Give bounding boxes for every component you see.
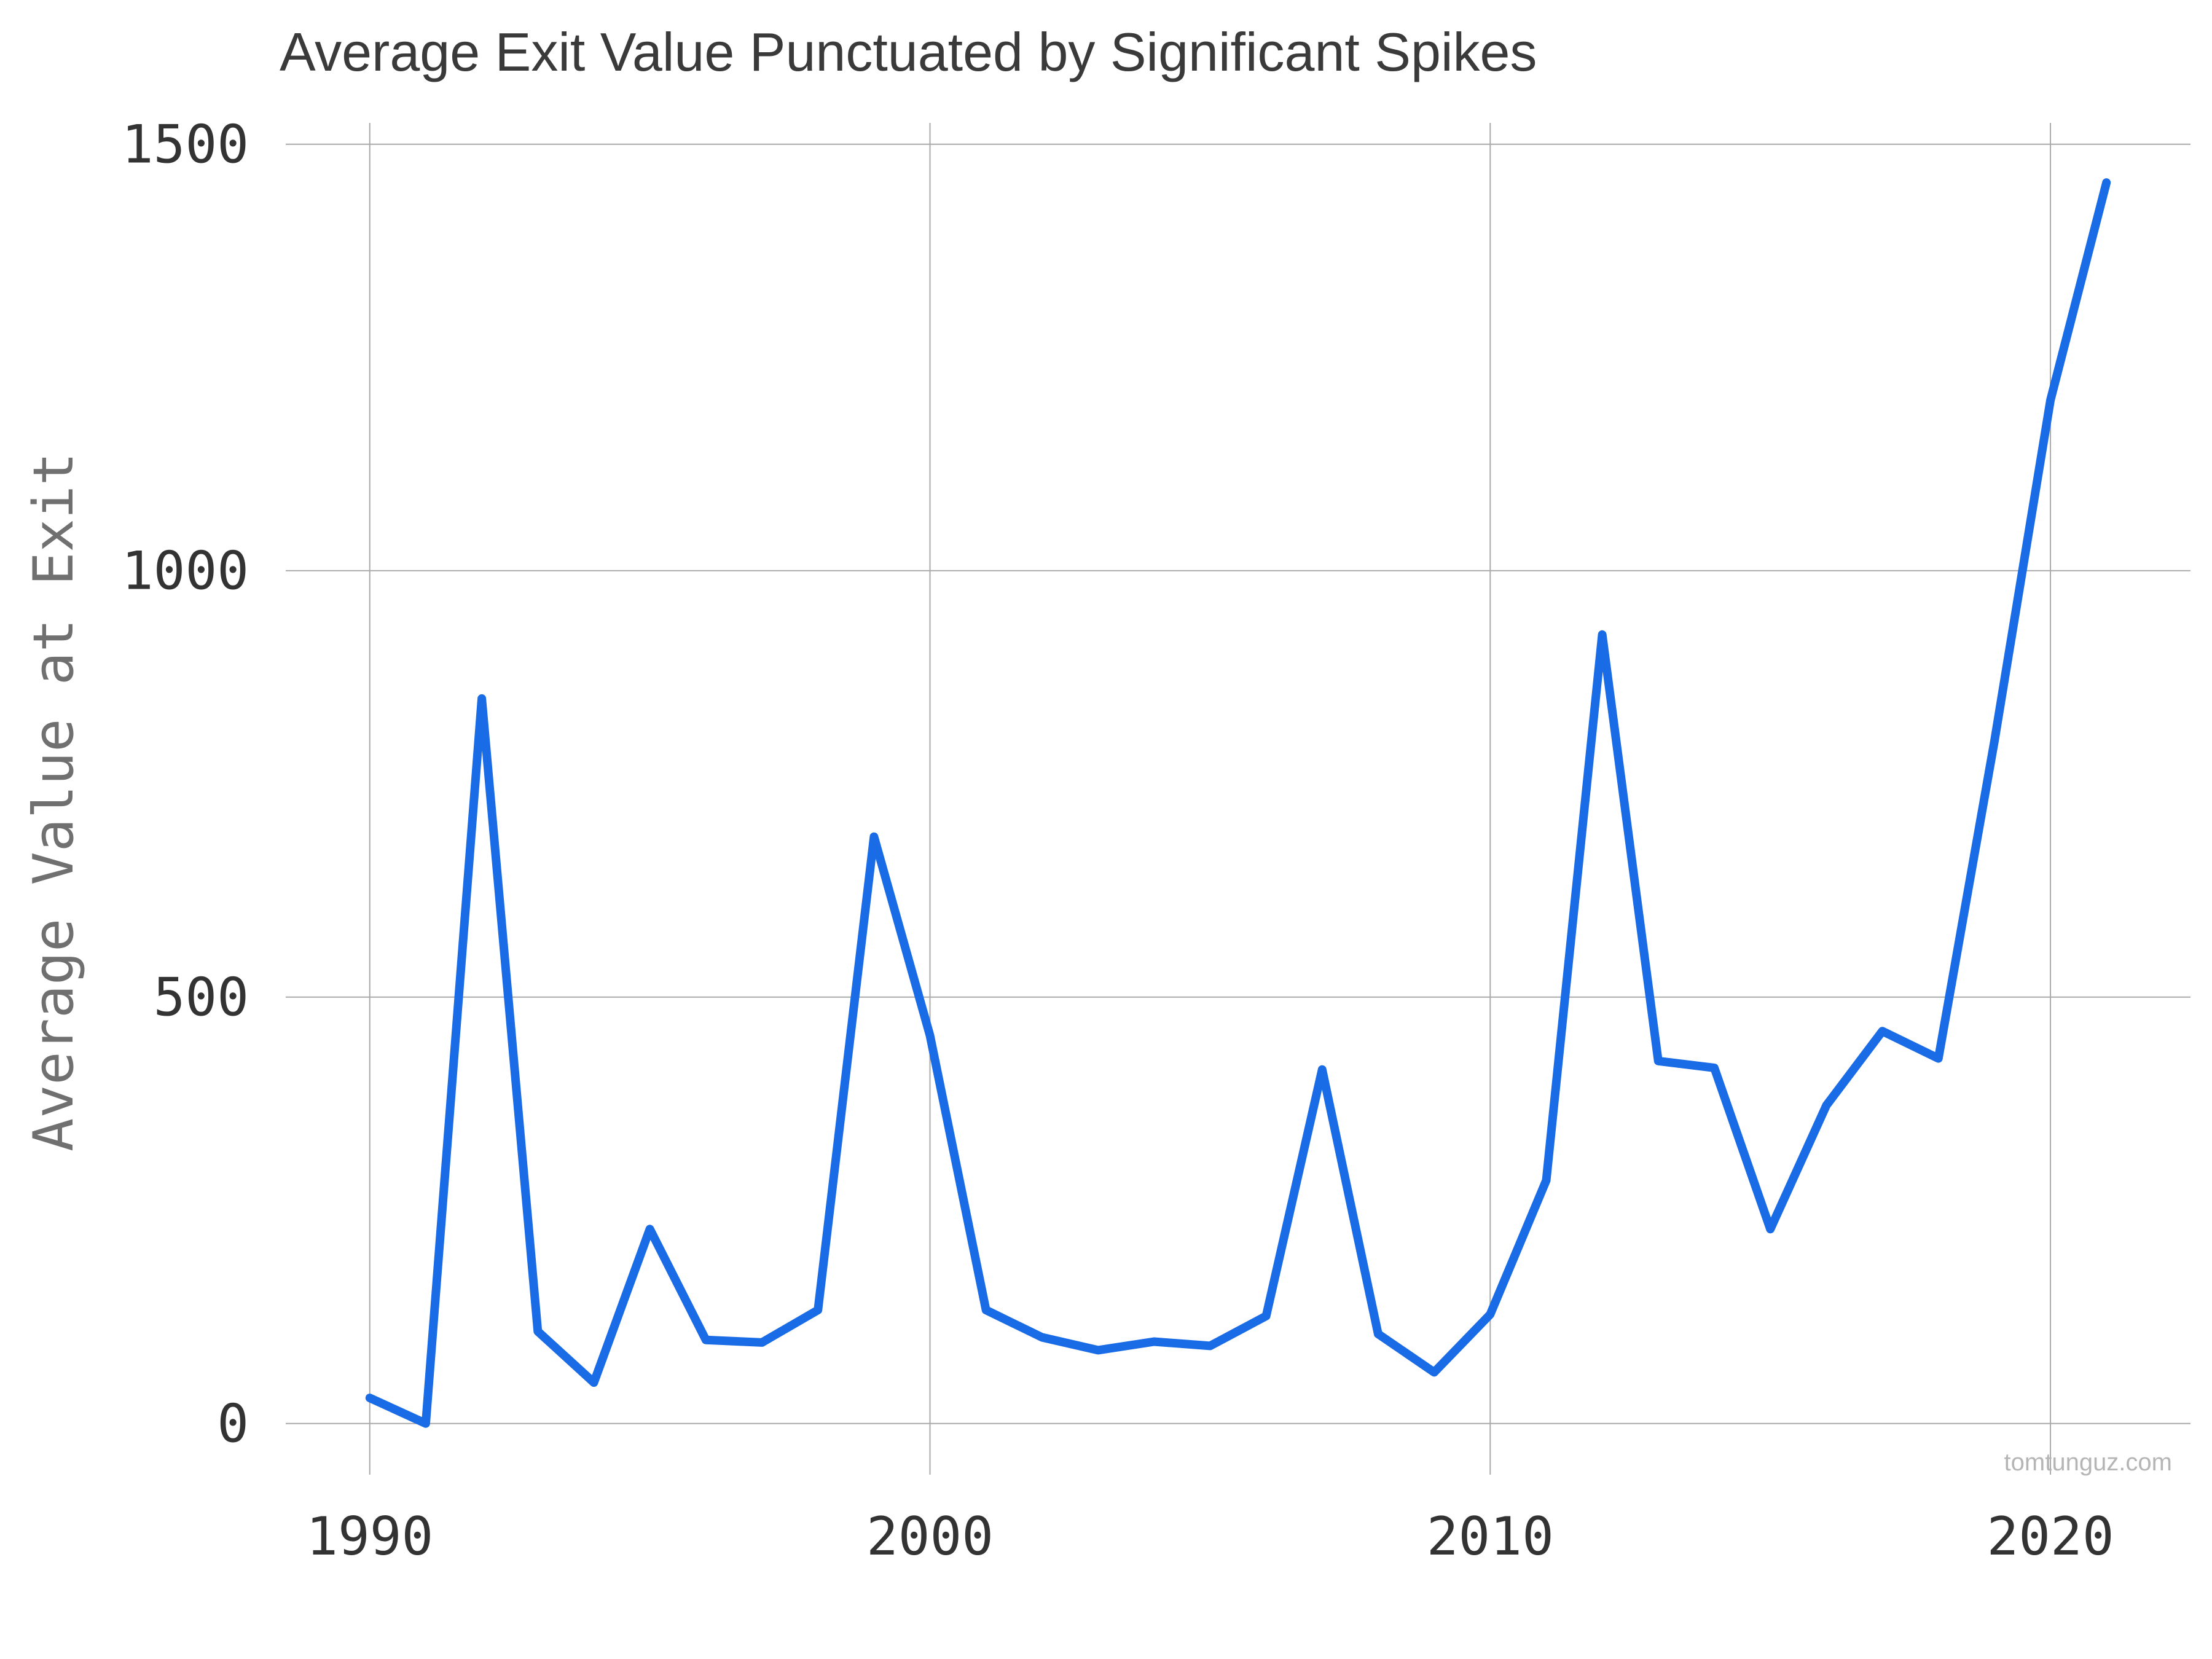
x-tick-label-2020: 2020 — [1987, 1506, 2114, 1567]
y-tick-label-1500: 1500 — [122, 114, 249, 176]
y-tick-label-0: 0 — [217, 1394, 249, 1455]
series-lines — [365, 178, 2111, 1428]
y-tick-labels: 0 500 1000 1500 — [122, 114, 249, 1455]
y-tick-label-1000: 1000 — [122, 541, 249, 602]
series-line-0 — [365, 178, 2111, 1428]
chart-title: Average Exit Value Punctuated by Signifi… — [280, 22, 1537, 82]
gridlines — [286, 123, 2190, 1475]
x-tick-label-2010: 2010 — [1427, 1506, 1554, 1567]
y-tick-label-500: 500 — [154, 967, 249, 1029]
credit-watermark: tomtunguz.com — [2004, 1449, 2172, 1476]
y-axis-label: Average Value at Exit — [22, 452, 86, 1151]
x-tick-labels: 1990 2000 2010 2020 — [306, 1506, 2114, 1567]
x-tick-label-2000: 2000 — [866, 1506, 994, 1567]
x-tick-label-1990: 1990 — [306, 1506, 433, 1567]
